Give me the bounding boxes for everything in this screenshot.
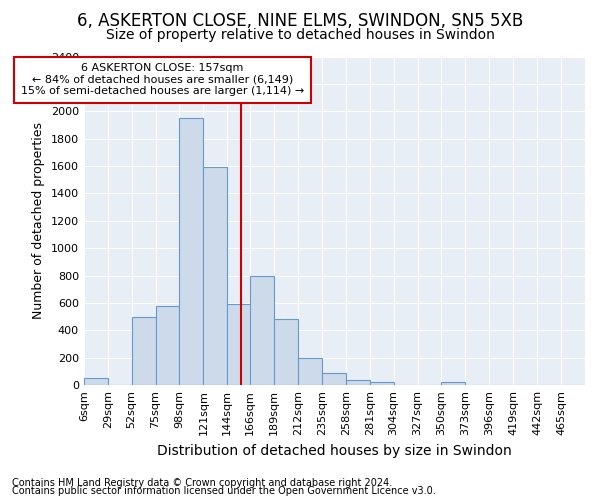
Text: Size of property relative to detached houses in Swindon: Size of property relative to detached ho…: [106, 28, 494, 42]
Bar: [203, 168, 227, 385]
Bar: [442, 382, 466, 385]
Bar: [84, 378, 108, 385]
Bar: [179, 118, 203, 385]
Bar: [322, 373, 346, 385]
X-axis label: Distribution of detached houses by size in Swindon: Distribution of detached houses by size …: [157, 444, 512, 458]
Bar: [131, 316, 155, 385]
Bar: [227, 304, 251, 385]
Text: Contains HM Land Registry data © Crown copyright and database right 2024.: Contains HM Land Registry data © Crown c…: [12, 478, 392, 488]
Bar: [346, 380, 370, 385]
Y-axis label: Number of detached properties: Number of detached properties: [32, 122, 45, 320]
Bar: [250, 276, 274, 385]
Bar: [370, 382, 394, 385]
Text: Contains public sector information licensed under the Open Government Licence v3: Contains public sector information licen…: [12, 486, 436, 496]
Text: 6 ASKERTON CLOSE: 157sqm
← 84% of detached houses are smaller (6,149)
15% of sem: 6 ASKERTON CLOSE: 157sqm ← 84% of detach…: [20, 63, 304, 96]
Bar: [155, 306, 179, 385]
Bar: [298, 358, 322, 385]
Text: 6, ASKERTON CLOSE, NINE ELMS, SWINDON, SN5 5XB: 6, ASKERTON CLOSE, NINE ELMS, SWINDON, S…: [77, 12, 523, 30]
Bar: [274, 320, 298, 385]
